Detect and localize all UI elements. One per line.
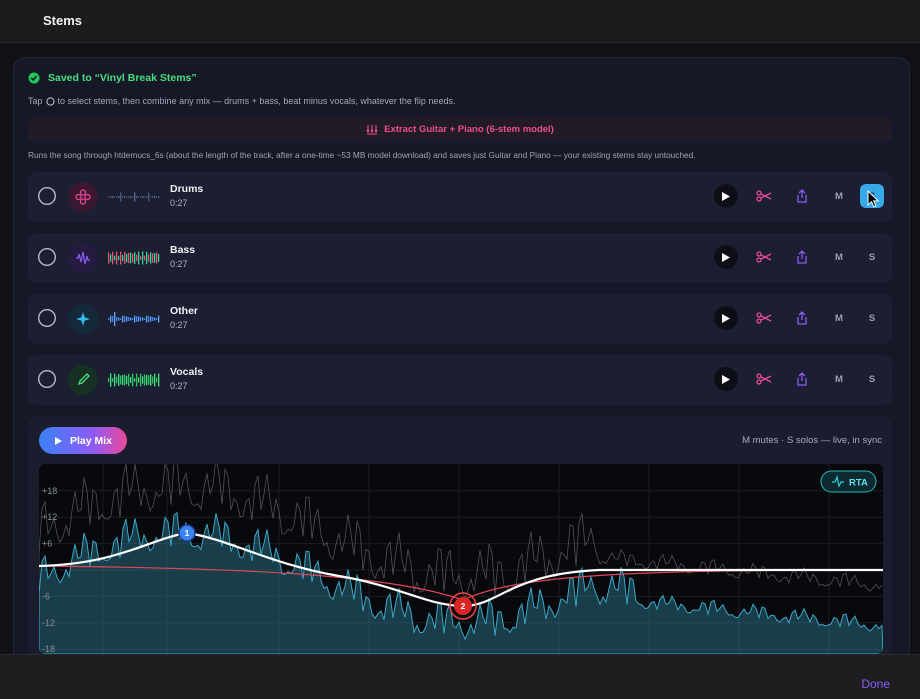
gain-label: -18 [42,644,55,654]
gain-label: -6 [42,591,50,601]
rta-toggle[interactable]: RTA [820,470,877,493]
stem-icon [68,365,98,395]
share-icon [797,250,807,264]
saved-icon [28,72,40,84]
play-icon [722,374,730,384]
gain-label: +6 [42,539,52,549]
waveform [108,312,160,326]
mute-button[interactable]: M [835,190,843,202]
waveform [108,373,160,387]
band-node[interactable] [454,597,472,615]
share-button[interactable] [790,184,814,208]
stem-name: Drums [170,183,204,195]
band-label: 2 [461,601,466,611]
scissors-icon [756,251,772,263]
stem-name: Other [170,305,199,317]
share-icon [797,372,807,386]
stem-icon [68,182,98,212]
eq-trace [39,531,883,608]
band-label: 1 [185,528,190,538]
footer [0,654,920,699]
stem-row: Other 0:27 M S [28,294,892,344]
select-toggle[interactable] [37,308,57,328]
select-toggle[interactable] [37,247,57,267]
scissors-icon [756,312,772,324]
scissors-icon [756,373,772,385]
share-button[interactable] [790,245,814,269]
stem-row: Vocals 0:27 M S [28,355,892,405]
eq-panel: +18 +12 +6 -6 -12 -18 1 2 RTA [39,464,883,654]
scissors-icon [756,190,772,202]
play-mix-button[interactable]: Play Mix [39,427,127,454]
extract-note: Runs the song through htdemucs_6s (about… [28,150,696,160]
extract-icon [366,124,378,135]
stem-row: Bass 0:27 M S [28,233,892,283]
hint: Tap to select stems, then combine any mi… [28,96,455,106]
stem-icon [68,304,98,334]
stem-name: Vocals [170,366,204,378]
play-button[interactable] [714,306,738,330]
gain-label: -12 [42,618,55,628]
done-button[interactable]: Done [861,677,890,691]
gain-label: +18 [42,486,57,496]
mix-note: M mutes · S solos — live, in sync [742,435,882,446]
share-button[interactable] [790,367,814,391]
hint-text: to select stems, then combine any mix — … [57,96,456,106]
extract-button[interactable]: Extract Guitar + Piano (6-stem model) [28,117,892,141]
hint-text: Tap [28,96,43,106]
extract-label: Extract Guitar + Piano (6-stem model) [384,123,554,135]
mute-button[interactable]: M [835,312,843,324]
top-bar [0,0,920,43]
play-button[interactable] [714,184,738,208]
trim-button[interactable] [752,367,776,391]
play-icon [722,191,730,201]
rta-badge [820,470,877,493]
solo-button[interactable]: S [868,251,876,263]
share-icon [797,311,807,325]
play-icon [54,436,62,445]
eq-trace [39,464,883,614]
play-button[interactable] [714,367,738,391]
mute-button[interactable]: M [835,251,843,263]
mute-button[interactable]: M [835,373,843,385]
sheet-title: Stems [43,13,83,28]
band-node[interactable] [178,524,196,542]
trim-button[interactable] [752,245,776,269]
band-node[interactable] [449,592,477,620]
play-mix-label: Play Mix [69,434,113,447]
cursor [867,190,880,208]
share-icon [797,189,807,203]
stem-duration: 0:27 [170,320,188,330]
eq-trace [39,511,883,654]
stem-name: Bass [170,244,196,256]
waveform [108,192,160,202]
select-toggle[interactable] [37,369,57,389]
stem-icon [68,243,98,273]
solo-button[interactable]: S [868,373,876,385]
play-icon [722,252,730,262]
gain-label: +12 [42,512,57,522]
rta-label: RTA [849,478,868,489]
waveform [108,251,160,265]
play-icon [722,313,730,323]
select-toggle[interactable] [37,186,57,206]
solo-button[interactable]: S [868,312,876,324]
trim-button[interactable] [752,306,776,330]
stem-duration: 0:27 [170,381,188,391]
play-button[interactable] [714,245,738,269]
circle-icon [45,96,55,106]
rta-icon [832,474,844,488]
share-button[interactable] [790,306,814,330]
stem-duration: 0:27 [170,259,188,269]
stem-duration: 0:27 [170,198,188,208]
eq-graph: +18 +12 +6 -6 -12 -18 1 2 RTA [39,464,883,654]
trim-button[interactable] [752,184,776,208]
saved-message: Saved to “Vinyl Break Stems” [48,72,197,84]
